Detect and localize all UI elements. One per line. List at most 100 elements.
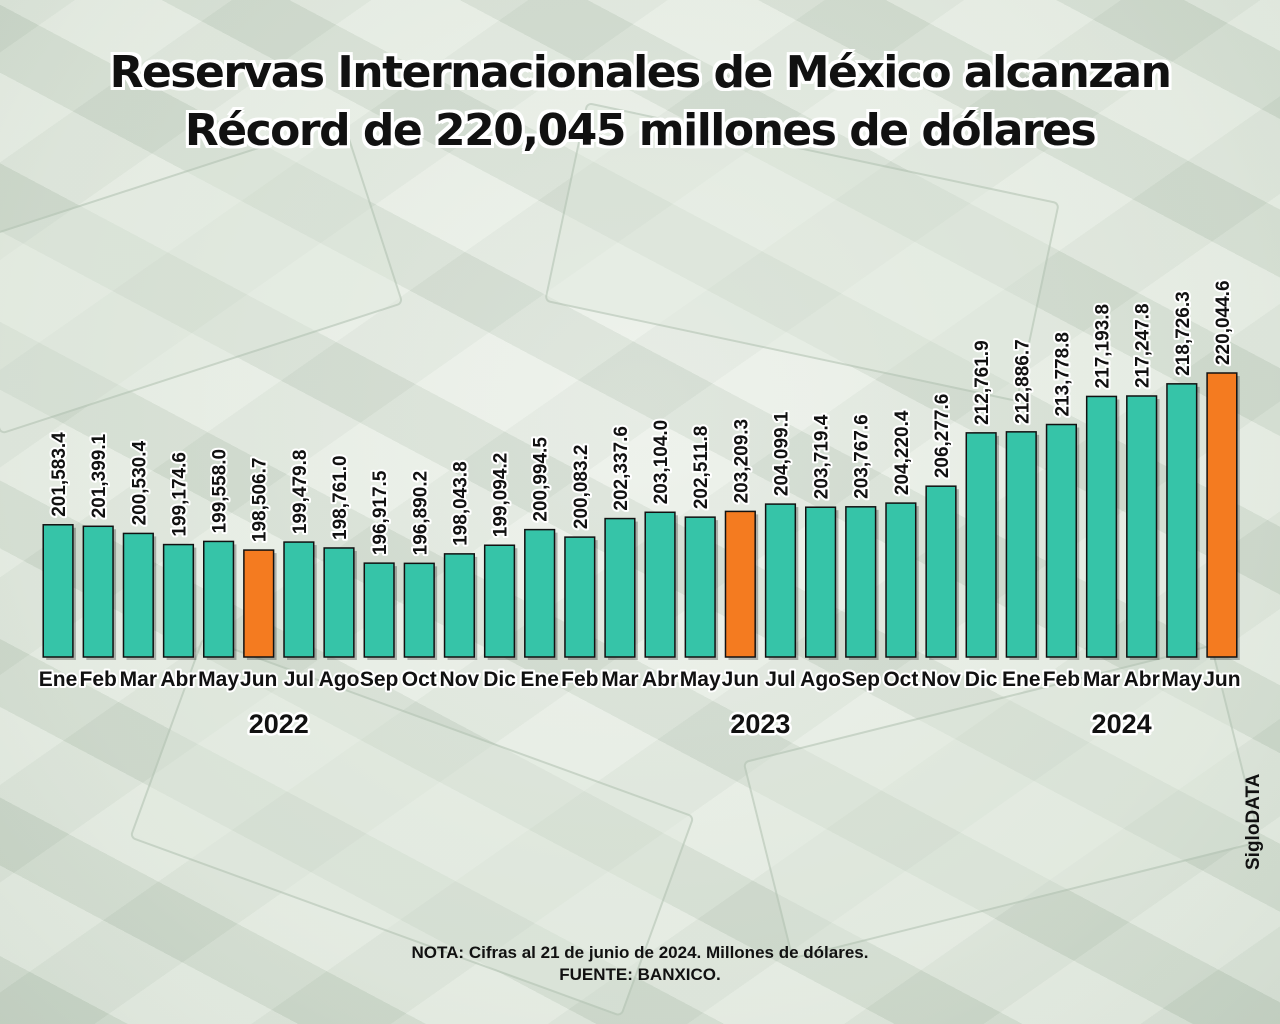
bar-value-label: 199,558.0 — [210, 449, 231, 534]
x-tick-label: Ago — [800, 668, 841, 691]
bar — [323, 547, 355, 658]
x-tick-label: Jul — [284, 668, 314, 691]
x-tick-label: May — [1161, 668, 1202, 691]
bar — [1005, 431, 1037, 658]
x-tick-label: Nov — [921, 668, 961, 691]
x-tick-label: Mar — [601, 668, 638, 691]
chart-title-line1: Reservas Internacionales de México alcan… — [109, 47, 1172, 98]
x-tick-label: Abr — [1124, 668, 1160, 691]
bar — [644, 511, 676, 658]
bar-value-label: 202,511.8 — [691, 426, 712, 509]
bar-value-label: 201,583.4 — [49, 432, 70, 517]
bar — [443, 553, 475, 658]
x-tick-label: May — [198, 668, 239, 691]
bar-value-label: 204,220.4 — [892, 410, 913, 495]
bar-value-label: 203,209.3 — [731, 419, 752, 504]
bar — [283, 541, 315, 658]
x-tick-label: Oct — [883, 668, 918, 691]
bar — [203, 540, 235, 658]
bar-value-label: 202,337.6 — [611, 426, 632, 511]
x-tick-label: Ene — [39, 668, 78, 691]
bar — [925, 485, 957, 658]
bar — [1126, 395, 1158, 658]
bar-value-label: 199,174.6 — [169, 452, 190, 537]
bar-value-label: 196,890.2 — [410, 471, 431, 556]
bar-value-label: 201,399.1 — [89, 433, 110, 518]
bar — [122, 532, 154, 658]
bar — [564, 536, 596, 658]
brand-logo-sitelodata: SigloDATA — [1243, 773, 1264, 870]
x-tick-label: Ene — [520, 668, 559, 691]
bar-highlighted — [724, 510, 756, 658]
bar-highlighted — [1206, 372, 1238, 658]
bar — [684, 516, 716, 658]
bar — [965, 432, 997, 658]
x-tick-label: May — [680, 668, 721, 691]
x-tick-label: Ago — [319, 668, 360, 691]
bar-highlighted — [243, 549, 275, 658]
bar-value-label: 196,917.5 — [370, 470, 391, 555]
footnote-fuente: FUENTE: BANXICO. — [559, 965, 721, 984]
bar — [162, 543, 195, 658]
bar-value-label: 203,767.6 — [852, 414, 873, 499]
x-tick-label: Feb — [80, 668, 117, 691]
bar-value-label: 198,761.0 — [330, 455, 351, 540]
bar-value-label: 218,726.3 — [1173, 291, 1194, 376]
x-tick-label: Jun — [240, 668, 277, 691]
footnote: NOTA: Cifras al 21 de junio de 2024. Mil… — [0, 942, 1280, 986]
x-tick-label: Abr — [160, 668, 196, 691]
bar — [805, 506, 837, 658]
bar — [1166, 383, 1198, 658]
bar — [845, 506, 877, 658]
x-tick-label: Dic — [965, 668, 998, 691]
bar-value-label: 213,778.8 — [1052, 332, 1073, 417]
x-tick-label: Feb — [561, 668, 598, 691]
bar-value-label: 199,479.8 — [290, 450, 311, 535]
x-tick-label: Oct — [402, 668, 437, 691]
bar — [42, 524, 74, 658]
x-tick-label: Sep — [360, 668, 399, 691]
footnote-nota: NOTA: Cifras al 21 de junio de 2024. Mil… — [411, 943, 869, 962]
bar-value-label: 203,104.0 — [651, 420, 672, 505]
bar-value-label: 200,530.4 — [129, 440, 150, 525]
x-tick-label: Jul — [765, 668, 795, 691]
bar — [82, 525, 114, 658]
x-tick-label: Jun — [722, 668, 759, 691]
bar — [524, 528, 556, 658]
bar-value-label: 203,719.4 — [812, 414, 833, 499]
x-tick-label: Nov — [440, 668, 480, 691]
bar — [1085, 395, 1118, 658]
x-tick-label: Mar — [1083, 668, 1120, 691]
bar — [604, 517, 636, 658]
bar-value-label: 220,044.6 — [1213, 280, 1234, 365]
x-tick-label: Sep — [841, 668, 880, 691]
bar-value-label: 198,506.7 — [250, 458, 271, 543]
year-label: 2023 — [730, 709, 790, 739]
bar-value-label: 200,994.5 — [531, 437, 552, 522]
bar-value-label: 206,277.6 — [932, 394, 953, 479]
x-tick-label: Feb — [1043, 668, 1080, 691]
bar — [403, 562, 435, 658]
bar — [1045, 423, 1077, 658]
chart-title-line2: Récord de 220,045 millones de dólares — [184, 105, 1097, 156]
bar — [885, 502, 917, 658]
x-tick-label: Jun — [1203, 668, 1240, 691]
x-tick-label: Mar — [120, 668, 157, 691]
chart-title: Reservas Internacionales de México alcan… — [0, 44, 1280, 160]
bar-value-label: 217,247.8 — [1133, 303, 1154, 388]
year-label: 2022 — [249, 709, 309, 739]
x-tick-label: Dic — [483, 668, 516, 691]
bar-value-label: 204,099.1 — [771, 411, 792, 496]
bar-value-label: 212,761.9 — [972, 340, 993, 425]
bar-value-label: 200,083.2 — [571, 445, 592, 530]
bar — [483, 544, 516, 658]
bar-value-label: 199,094.2 — [491, 453, 512, 538]
year-label: 2024 — [1092, 709, 1152, 739]
bar — [363, 562, 395, 658]
x-tick-label: Ene — [1002, 668, 1041, 691]
bar-value-label: 198,043.8 — [450, 461, 471, 546]
bar-value-label: 217,193.8 — [1093, 304, 1114, 389]
bar-value-label: 212,886.7 — [1012, 339, 1033, 424]
x-tick-label: Abr — [642, 668, 678, 691]
